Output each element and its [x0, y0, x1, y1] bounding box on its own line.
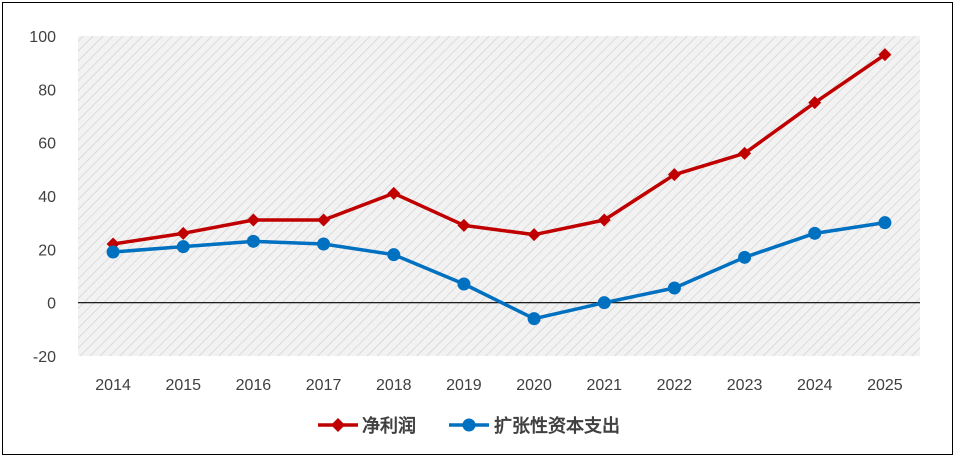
y-tick-label: 0 — [47, 296, 56, 313]
data-point[interactable] — [738, 250, 752, 264]
data-point[interactable] — [246, 234, 260, 248]
x-tick-label: 2020 — [516, 377, 552, 394]
x-tick-label: 2014 — [95, 377, 131, 394]
legend: 净利润 扩张性资本支出 — [318, 415, 620, 437]
x-tick-label: 2025 — [867, 377, 903, 394]
legend-circle-marker — [462, 418, 476, 432]
series-line — [112, 220, 886, 321]
y-tick-label: 20 — [38, 242, 56, 259]
data-point[interactable] — [808, 226, 822, 240]
x-tick-label: 2016 — [236, 377, 272, 394]
x-tick-label: 2017 — [306, 377, 342, 394]
y-tick-label: 40 — [38, 189, 56, 206]
data-point[interactable] — [878, 216, 892, 230]
y-tick-label: 60 — [38, 136, 56, 153]
legend-label-net-profit: 净利润 — [362, 415, 416, 437]
data-point[interactable] — [176, 240, 190, 254]
data-point[interactable] — [457, 277, 471, 291]
data-point[interactable] — [878, 48, 892, 62]
x-tick-label: 2015 — [165, 377, 201, 394]
x-tick-label: 2024 — [797, 377, 833, 394]
data-point[interactable] — [106, 245, 120, 259]
data-point[interactable] — [738, 146, 752, 160]
data-point[interactable] — [667, 168, 681, 182]
x-tick-label: 2023 — [727, 377, 763, 394]
legend-label-capex: 扩张性资本支出 — [494, 415, 620, 437]
data-point[interactable] — [457, 218, 471, 232]
data-point[interactable] — [246, 213, 260, 227]
data-point[interactable] — [317, 213, 331, 227]
data-point[interactable] — [597, 296, 611, 310]
y-tick-label: 80 — [38, 82, 56, 99]
legend-item-net-profit[interactable]: 净利润 — [318, 415, 416, 437]
data-point[interactable] — [317, 237, 331, 251]
data-point[interactable] — [527, 228, 541, 242]
data-point[interactable] — [387, 186, 401, 200]
x-tick-label: 2018 — [376, 377, 412, 394]
y-tick-label: 100 — [29, 29, 56, 46]
legend-diamond-marker — [331, 418, 345, 432]
legend-item-capex[interactable]: 扩张性资本支出 — [449, 415, 620, 437]
x-tick-label: 2019 — [446, 377, 482, 394]
series-1 — [106, 216, 892, 326]
x-tick-label: 2022 — [657, 377, 693, 394]
series-0 — [106, 48, 892, 251]
data-point[interactable] — [176, 226, 190, 240]
data-point[interactable] — [597, 213, 611, 227]
x-tick-label: 2021 — [586, 377, 622, 394]
plot-area — [78, 36, 920, 356]
data-point[interactable] — [527, 312, 541, 326]
y-tick-label: -20 — [33, 349, 56, 366]
data-point[interactable] — [667, 281, 681, 295]
series-line — [112, 53, 886, 246]
data-point[interactable] — [808, 96, 822, 110]
data-point[interactable] — [387, 248, 401, 262]
